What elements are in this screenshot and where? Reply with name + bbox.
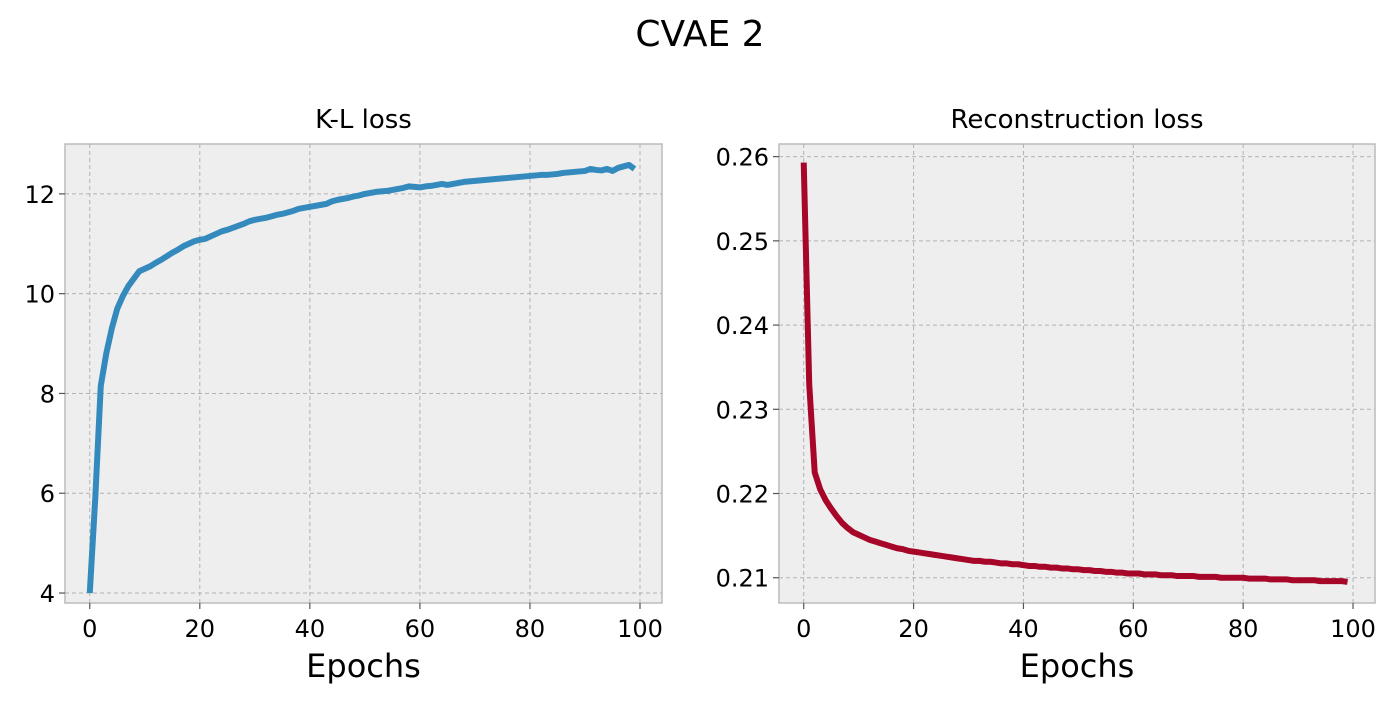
recon-x-tick-label: 80 bbox=[1228, 615, 1259, 643]
figure-suptitle: CVAE 2 bbox=[635, 14, 765, 55]
recon-x-tick-label: 20 bbox=[898, 615, 929, 643]
kl-y-tick-label: 8 bbox=[40, 380, 55, 408]
kl-y-tick-label: 10 bbox=[24, 281, 55, 309]
recon-y-tick-label: 0.21 bbox=[716, 565, 769, 593]
kl-x-axis-label: Epochs bbox=[306, 647, 421, 685]
recon-y-tick-label: 0.24 bbox=[716, 312, 769, 340]
recon-x-axis-label: Epochs bbox=[1020, 647, 1135, 685]
kl-x-tick-label: 40 bbox=[295, 615, 326, 643]
recon-axes: 0 20 40 60 80 100 0.21 0.22 0.23 0.24 0.25 0.26 Reco… bbox=[716, 105, 1376, 685]
recon-x-tick-label: 100 bbox=[1330, 615, 1376, 643]
kl-y-tick-label: 6 bbox=[40, 480, 55, 508]
kl-y-tick-label: 4 bbox=[40, 580, 55, 608]
recon-title: Reconstruction loss bbox=[950, 105, 1203, 135]
kl-x-tick-label: 20 bbox=[185, 615, 216, 643]
recon-x-tick-label: 0 bbox=[796, 615, 811, 643]
kl-x-tick-label: 80 bbox=[515, 615, 546, 643]
kl-y-tick-label: 12 bbox=[24, 181, 55, 209]
kl-axes: 0 20 40 60 80 100 4 6 8 10 12 K-L loss Epochs bbox=[24, 105, 662, 685]
recon-y-tick-label: 0.26 bbox=[716, 144, 769, 172]
kl-plot-background bbox=[64, 143, 663, 604]
kl-x-tick-label: 0 bbox=[82, 615, 97, 643]
recon-y-tick-label: 0.23 bbox=[716, 396, 769, 424]
recon-x-tick-label: 40 bbox=[1008, 615, 1039, 643]
recon-y-tick-label: 0.22 bbox=[716, 481, 769, 509]
recon-x-tick-label: 60 bbox=[1118, 615, 1149, 643]
recon-series-line bbox=[800, 162, 1348, 585]
kl-x-tick-label: 100 bbox=[617, 615, 663, 643]
recon-y-tick-label: 0.25 bbox=[716, 228, 769, 256]
kl-series-line bbox=[86, 161, 637, 594]
recon-plot-background bbox=[778, 143, 1376, 604]
kl-title: K-L loss bbox=[315, 105, 412, 135]
kl-x-tick-label: 60 bbox=[405, 615, 436, 643]
